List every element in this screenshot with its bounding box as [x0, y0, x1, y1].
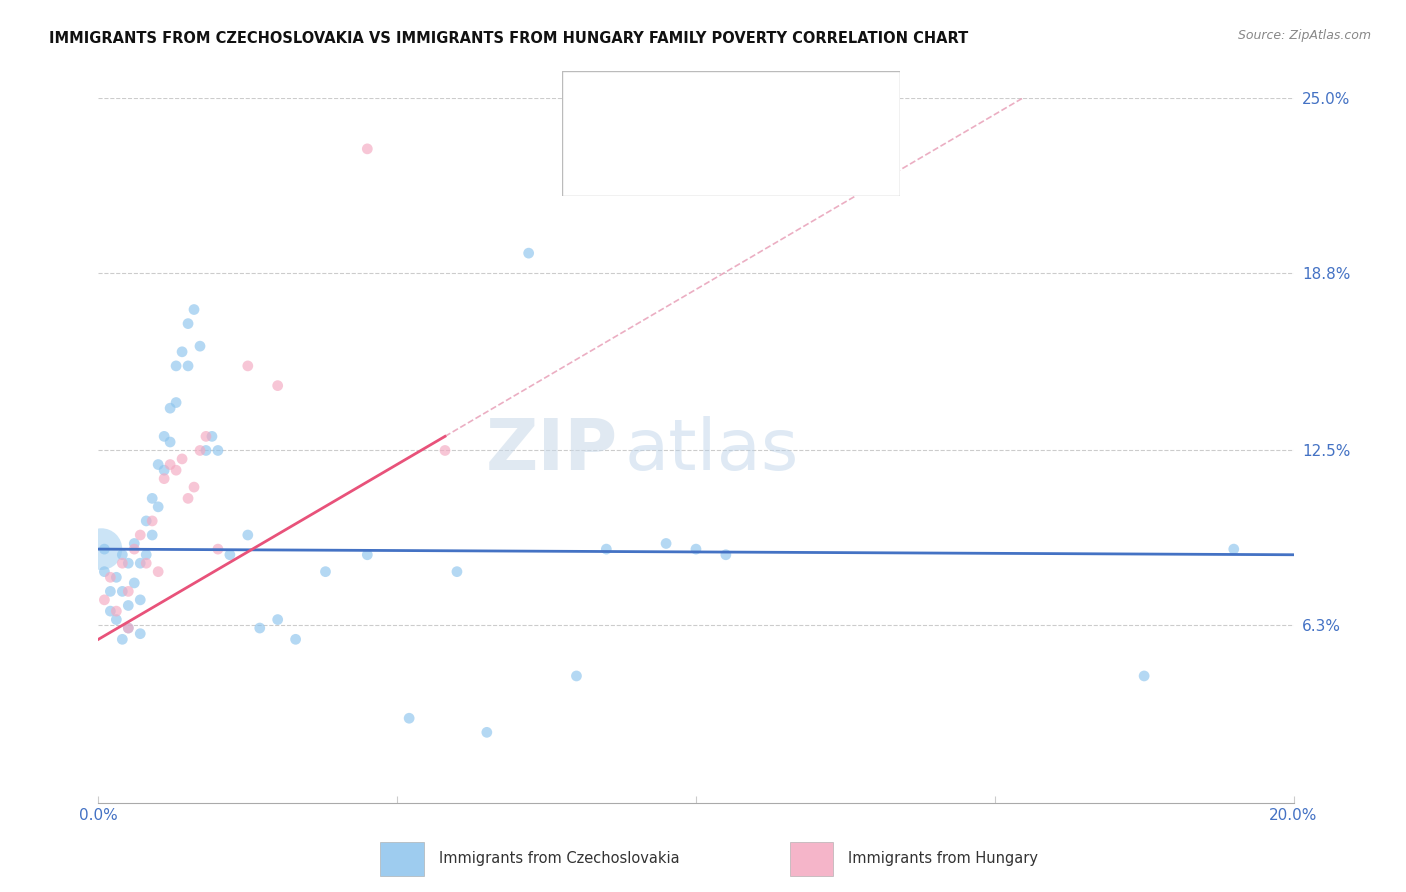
- FancyBboxPatch shape: [562, 71, 900, 196]
- Point: [129, 528, 152, 542]
- Point: [141, 528, 163, 542]
- Point: [141, 491, 163, 506]
- Point: [219, 548, 242, 562]
- Point: [124, 542, 146, 557]
- Point: [207, 542, 229, 557]
- Point: [356, 548, 378, 562]
- Point: [111, 584, 134, 599]
- Point: [98, 604, 122, 618]
- Text: IMMIGRANTS FROM CZECHOSLOVAKIA VS IMMIGRANTS FROM HUNGARY FAMILY POVERTY CORRELA: IMMIGRANTS FROM CZECHOSLOVAKIA VS IMMIGR…: [49, 31, 969, 46]
- Point: [135, 514, 157, 528]
- Point: [117, 556, 139, 570]
- Point: [475, 725, 498, 739]
- Point: [98, 570, 122, 584]
- Text: atlas: atlas: [624, 416, 799, 485]
- Point: [124, 576, 146, 591]
- Point: [135, 556, 157, 570]
- Point: [517, 246, 540, 260]
- Point: [685, 542, 707, 557]
- Point: [177, 359, 200, 373]
- Point: [105, 604, 128, 618]
- Point: [129, 626, 152, 640]
- Point: [105, 570, 128, 584]
- Point: [153, 472, 176, 486]
- Point: [98, 584, 122, 599]
- FancyBboxPatch shape: [790, 842, 834, 876]
- Point: [165, 463, 187, 477]
- Text: Immigrants from Hungary: Immigrants from Hungary: [848, 851, 1038, 866]
- Point: [172, 451, 194, 466]
- Point: [267, 378, 290, 392]
- Text: R = -0.012: R = -0.012: [637, 96, 728, 112]
- Point: [177, 317, 200, 331]
- Point: [135, 548, 157, 562]
- Point: [93, 565, 115, 579]
- Point: [714, 548, 737, 562]
- Text: N = 24: N = 24: [799, 156, 853, 171]
- Point: [188, 339, 211, 353]
- Point: [207, 443, 229, 458]
- Point: [93, 542, 115, 557]
- Point: [153, 463, 176, 477]
- Text: Source: ZipAtlas.com: Source: ZipAtlas.com: [1237, 29, 1371, 42]
- Point: [105, 613, 128, 627]
- Point: [446, 565, 468, 579]
- Point: [655, 536, 678, 550]
- Point: [159, 401, 181, 416]
- Point: [165, 395, 187, 409]
- Point: [165, 359, 187, 373]
- Point: [236, 359, 259, 373]
- Point: [148, 565, 170, 579]
- Point: [595, 542, 617, 557]
- Point: [434, 443, 457, 458]
- Point: [111, 632, 134, 647]
- Point: [124, 536, 146, 550]
- Point: [201, 429, 224, 443]
- Point: [177, 491, 200, 506]
- Text: ZIP: ZIP: [486, 416, 619, 485]
- Text: Immigrants from Czechoslovakia: Immigrants from Czechoslovakia: [439, 851, 679, 866]
- Point: [117, 599, 139, 613]
- Point: [111, 548, 134, 562]
- Point: [398, 711, 420, 725]
- Point: [315, 565, 337, 579]
- Text: R =  0.380: R = 0.380: [637, 156, 728, 171]
- FancyBboxPatch shape: [380, 842, 425, 876]
- FancyBboxPatch shape: [576, 84, 620, 124]
- Point: [183, 480, 205, 494]
- Point: [1133, 669, 1156, 683]
- FancyBboxPatch shape: [576, 144, 620, 184]
- Point: [188, 443, 211, 458]
- Point: [148, 500, 170, 514]
- Point: [183, 302, 205, 317]
- Point: [129, 556, 152, 570]
- Point: [1223, 542, 1246, 557]
- Point: [172, 344, 194, 359]
- Point: [117, 621, 139, 635]
- Point: [195, 443, 218, 458]
- Point: [249, 621, 271, 635]
- Point: [141, 514, 163, 528]
- Point: [148, 458, 170, 472]
- Point: [117, 621, 139, 635]
- Point: [267, 613, 290, 627]
- Point: [129, 592, 152, 607]
- Point: [93, 592, 115, 607]
- Point: [159, 435, 181, 450]
- Point: [153, 429, 176, 443]
- Text: N = 55: N = 55: [799, 96, 853, 112]
- Point: [90, 542, 112, 557]
- Point: [111, 556, 134, 570]
- Point: [284, 632, 307, 647]
- Point: [159, 458, 181, 472]
- Point: [195, 429, 218, 443]
- Point: [236, 528, 259, 542]
- Point: [117, 584, 139, 599]
- Point: [356, 142, 378, 156]
- Point: [565, 669, 588, 683]
